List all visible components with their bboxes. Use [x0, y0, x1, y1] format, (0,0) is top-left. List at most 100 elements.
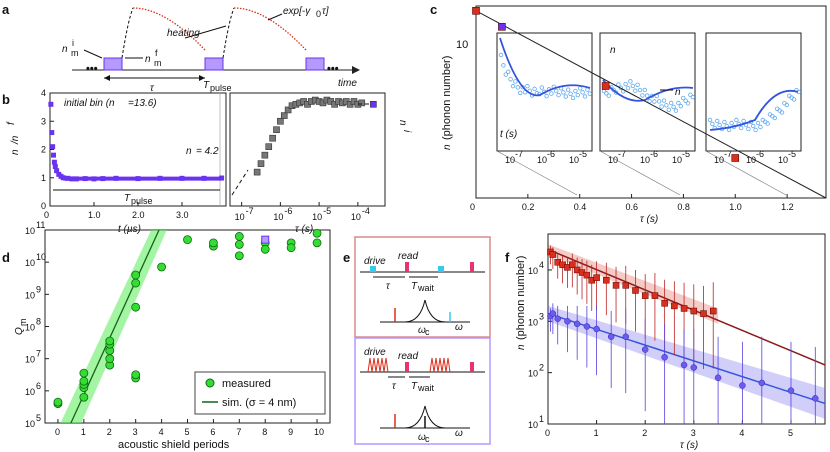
c-inset-point [683, 98, 688, 103]
f-xtick-label: 1 [594, 428, 599, 438]
d-ytick-base: 10 [25, 387, 35, 397]
c-inset-tick: 10 [672, 155, 682, 165]
c-inset-point [616, 82, 621, 87]
c-inset-point [758, 124, 763, 130]
d-point [79, 392, 89, 402]
b-left-point [51, 159, 57, 165]
c-inset-point [664, 103, 669, 108]
label-exp-end: τ] [322, 6, 329, 17]
c-inset-point [681, 95, 686, 101]
c-ytick-10: 10 [456, 39, 468, 51]
d-points [53, 228, 322, 409]
label-nmi: n [62, 44, 68, 55]
e-box-top [354, 236, 491, 338]
b-ylabel-right-sup: i [401, 130, 412, 133]
c-inset-point [515, 85, 520, 90]
label-exp: exp[-γ [283, 6, 311, 17]
f-ytick-exp: 1 [539, 414, 544, 424]
c-inset-point [606, 93, 611, 98]
b-left-points [48, 101, 225, 182]
c-decay-fit [475, 10, 827, 199]
c-inset-point [518, 90, 523, 96]
dots-right: ••• [327, 63, 339, 75]
d-sim-band [60, 230, 167, 423]
c-inset-point [640, 93, 645, 98]
arrow-nmi [83, 49, 103, 59]
c-xtick-label: 0.6 [626, 202, 639, 212]
f-red-point [549, 251, 557, 258]
c-inset-3 [705, 32, 802, 152]
e-bot-resonance [404, 405, 446, 429]
dots-left: ••• [86, 63, 98, 75]
c-inset-point [510, 83, 516, 89]
b-right-point [370, 101, 377, 108]
f-points [547, 245, 819, 424]
label-nmf: n [145, 54, 151, 65]
label-tpulse-sub: pulse [210, 83, 232, 93]
b-right-point [358, 99, 366, 107]
c-inset-point [652, 99, 657, 104]
d-ytick-base: 10 [25, 323, 35, 333]
d-xtick-label: 4 [159, 427, 164, 437]
c-inset-point [642, 87, 647, 93]
c-inset-point [582, 94, 588, 99]
b-xtick-label: 2.0 [132, 210, 145, 220]
d-point [209, 238, 218, 248]
c-inset-point [628, 79, 633, 84]
d-xtick-label: 8 [262, 427, 267, 437]
e-top-omegac-sub: c [425, 327, 430, 337]
label-exp-sub: 0 [316, 9, 321, 19]
c-inset-tick: 10 [537, 155, 547, 165]
d-legend [194, 371, 326, 415]
panel-letter-c: c [430, 2, 437, 17]
d-point [312, 228, 322, 238]
c-inset-point [563, 94, 568, 99]
c-inset-point [549, 91, 554, 96]
f-blue-point [690, 364, 698, 371]
label-tau: τ [150, 83, 155, 94]
d-ytick-base: 10 [25, 355, 35, 365]
c-inset-point [765, 121, 770, 126]
c-inset-tick: 10 [640, 155, 650, 165]
c-inset-point [544, 93, 549, 99]
b-xtick-right-exp: -4 [362, 206, 370, 216]
c-marker [601, 82, 610, 90]
heating-rise-1 [121, 7, 134, 59]
f-red-point [603, 276, 610, 284]
b-right-point [261, 151, 269, 159]
c-inset-point [575, 92, 580, 98]
c-inset-point [753, 127, 758, 133]
f-ytick-base: 10 [528, 317, 538, 327]
d-point [131, 270, 141, 280]
f-red-point [671, 302, 678, 310]
c-inset-tick: 10 [608, 155, 618, 165]
c-inset-point [688, 92, 693, 97]
b-left-point [49, 130, 55, 136]
c-inset-xlabel: t (s) [500, 129, 517, 140]
f-ylabel: n [516, 344, 527, 350]
e-top-drive: drive [364, 256, 386, 267]
c-marker [731, 154, 740, 162]
c-inset-point [630, 83, 635, 89]
c-xticks: 0 0.2 0.4 0.6 0.8 1.0 1.2 [470, 194, 794, 212]
panel-a: a ••• ••• n i m n f m heating exp[-γ 0 τ… [2, 2, 360, 94]
label-nmi-sub: m [71, 48, 79, 58]
pulse-3 [305, 57, 325, 71]
c-axes [475, 5, 827, 199]
panel-letter-a: a [2, 2, 10, 17]
c-inset-point [554, 88, 559, 94]
c-inset-point [498, 52, 504, 58]
b-xtick-right-label: 10 [273, 212, 283, 222]
f-xtick-label: 2 [642, 428, 647, 438]
label-heating: heating [167, 28, 200, 39]
b-xtick-label: 0 [44, 210, 49, 220]
e-bot-drive-burst-2 [429, 357, 451, 373]
panel-letter-b: b [2, 92, 10, 107]
arrow-exp [267, 13, 283, 21]
f-blue-band [548, 305, 825, 419]
c-inset-point [501, 63, 506, 68]
b-xtick-right-label: 10 [312, 212, 322, 222]
c-inset-tick-exp: -5 [788, 149, 796, 159]
f-blue-point [549, 310, 557, 317]
c-inset-point [525, 83, 530, 89]
